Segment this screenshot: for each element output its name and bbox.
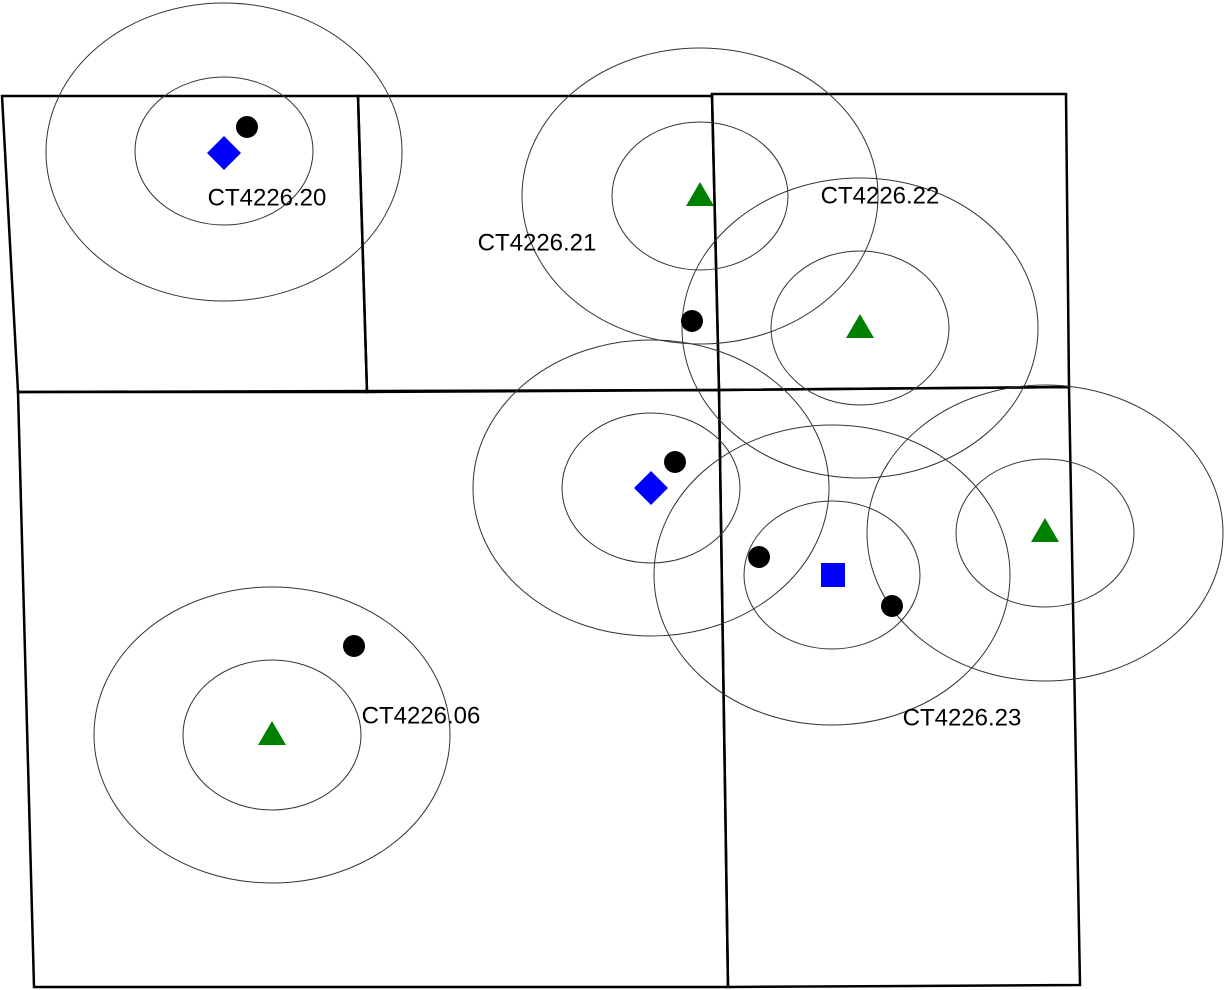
tract-labels: CT4226.20 CT4226.21 CT4226.22 CT4226.06 … <box>208 182 1022 731</box>
buffer-rings <box>45 2 1224 884</box>
tract-boundary <box>717 385 1082 989</box>
tract-label: CT4226.22 <box>821 182 940 209</box>
buffer-ring <box>653 424 1011 726</box>
buffer-ring <box>182 659 362 811</box>
buffer-ring <box>45 2 403 302</box>
tract-label: CT4226.20 <box>208 184 327 211</box>
buffer-ring <box>134 76 314 226</box>
point-marker <box>236 116 258 138</box>
diamond-marker <box>634 471 668 505</box>
triangle-marker <box>686 182 714 206</box>
buffer-ring <box>681 177 1039 479</box>
tract-label: CT4226.06 <box>362 702 481 729</box>
buffer-ring <box>955 458 1135 608</box>
tract-label: CT4226.23 <box>903 704 1022 731</box>
buffer-ring <box>561 412 741 564</box>
point-marker <box>664 451 686 473</box>
buffer-ring <box>93 586 451 884</box>
point-marker <box>748 546 770 568</box>
diamond-marker <box>207 136 241 170</box>
point-marker <box>881 595 903 617</box>
tract-boundaries <box>0 92 1082 989</box>
point-marker <box>681 310 703 332</box>
point-marker <box>343 635 365 657</box>
site-markers <box>207 116 1059 745</box>
buffer-ring <box>743 500 921 650</box>
buffer-ring <box>770 250 950 406</box>
triangle-marker <box>258 721 286 745</box>
tract-boundary <box>16 388 730 989</box>
triangle-marker <box>1031 518 1059 542</box>
buffer-ring <box>611 121 789 271</box>
triangle-marker <box>846 314 874 338</box>
tract-label: CT4226.21 <box>478 229 597 256</box>
buffer-ring <box>472 339 830 637</box>
square-marker <box>821 563 845 587</box>
buffer-ring <box>521 47 879 345</box>
buffer-ring <box>866 384 1224 682</box>
tract-boundary <box>710 92 1071 392</box>
